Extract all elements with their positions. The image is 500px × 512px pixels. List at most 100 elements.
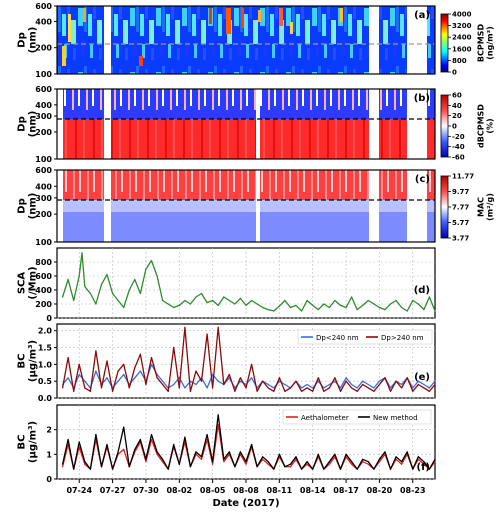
data-point — [173, 306, 175, 309]
colorbar-tick-label: 0 — [452, 69, 457, 77]
data-point — [123, 426, 125, 428]
data-point — [212, 387, 214, 389]
data-point — [401, 387, 403, 389]
data-point — [223, 458, 225, 460]
panel-c-frame — [56, 169, 436, 243]
y-tick-label: 1.0 — [38, 360, 53, 369]
data-point — [395, 380, 397, 382]
data-point — [134, 448, 136, 450]
panel-c-gap — [104, 170, 111, 242]
data-point — [200, 292, 203, 295]
data-point — [245, 304, 247, 306]
data-point — [245, 463, 247, 465]
data-point — [78, 373, 80, 376]
data-point — [212, 373, 214, 376]
y-tick-label: 2.0 — [38, 327, 53, 336]
data-point — [150, 260, 153, 262]
data-point — [251, 363, 253, 365]
data-point — [356, 387, 358, 389]
panel-f: BC(μg/m³) (f) Aethalometer New method 0 1 2 — [17, 404, 436, 484]
data-point — [301, 390, 303, 392]
data-point — [389, 468, 392, 470]
data-point — [312, 304, 314, 306]
panel-c-yaxis: 100 200 300 400 600 — [35, 166, 57, 247]
data-point — [106, 443, 108, 446]
data-point — [162, 383, 164, 386]
data-point — [278, 377, 280, 379]
data-point — [139, 370, 141, 372]
legend-item-label: Dp<240 nm — [316, 334, 359, 342]
data-point — [351, 387, 353, 389]
data-point — [150, 363, 153, 365]
data-point — [251, 299, 253, 302]
data-point — [84, 463, 86, 465]
data-point — [428, 387, 430, 389]
data-point — [178, 463, 180, 465]
data-point — [234, 387, 236, 389]
data-point — [373, 390, 375, 392]
data-point — [256, 303, 258, 305]
data-point — [262, 306, 264, 309]
x-tick-label: 08-17 — [333, 486, 359, 495]
data-point — [323, 390, 325, 392]
data-point — [373, 387, 375, 389]
data-point — [417, 456, 419, 458]
data-point — [100, 283, 103, 285]
data-point — [84, 285, 86, 288]
x-tick-label: 07-27 — [100, 486, 126, 495]
data-point — [312, 468, 314, 470]
data-point — [156, 453, 158, 455]
data-point — [339, 304, 342, 306]
colorbar-tick-label: 1600 — [452, 45, 472, 53]
data-point — [62, 466, 64, 468]
panel-c: (c) 100 200 300 400 600 Dp(nm) 3.77 5.77 7.77 9… — [17, 166, 495, 247]
data-point — [134, 278, 136, 281]
data-point — [145, 461, 147, 463]
y-tick-label: 100 — [35, 238, 52, 247]
data-point — [284, 390, 286, 392]
panel-e-ylabel: BC(μg/m³) — [17, 340, 39, 382]
data-point — [267, 309, 269, 311]
data-point — [278, 380, 280, 382]
data-point — [239, 377, 241, 379]
data-point — [306, 461, 308, 463]
data-point — [95, 434, 97, 436]
y-tick-label: 1 — [46, 450, 52, 459]
panel-a-colorbar — [440, 13, 449, 73]
data-point — [301, 387, 303, 389]
data-point — [106, 274, 108, 276]
data-point — [367, 461, 369, 463]
data-point — [401, 461, 403, 463]
data-point — [434, 380, 436, 382]
x-tick-label: 08-02 — [166, 486, 192, 495]
data-point — [373, 468, 375, 470]
data-point — [334, 377, 336, 379]
panel-e-legend — [297, 329, 433, 345]
data-point — [217, 380, 219, 382]
data-point — [117, 299, 119, 302]
data-point — [267, 383, 269, 386]
data-point — [195, 451, 197, 453]
data-point — [301, 310, 303, 312]
panel-c-gap — [407, 170, 427, 242]
data-point — [200, 458, 203, 460]
data-point — [362, 380, 364, 382]
panel-b-label: (b) — [414, 93, 430, 104]
panel-b-gap — [57, 89, 63, 159]
data-point — [339, 387, 342, 389]
panel-b-colorbar-label: dBCPMSD(%) — [477, 104, 495, 148]
data-point — [362, 458, 364, 460]
data-point — [184, 326, 186, 328]
data-point — [195, 296, 197, 298]
data-point — [389, 390, 392, 392]
data-point — [95, 303, 97, 305]
data-point — [428, 468, 430, 470]
series-line — [61, 326, 436, 392]
data-point — [67, 438, 69, 441]
data-point — [256, 466, 258, 468]
x-axis-label: Date (2017) — [212, 498, 279, 509]
data-point — [306, 387, 308, 389]
data-point — [378, 380, 380, 382]
data-point — [317, 453, 319, 455]
data-point — [378, 461, 380, 463]
